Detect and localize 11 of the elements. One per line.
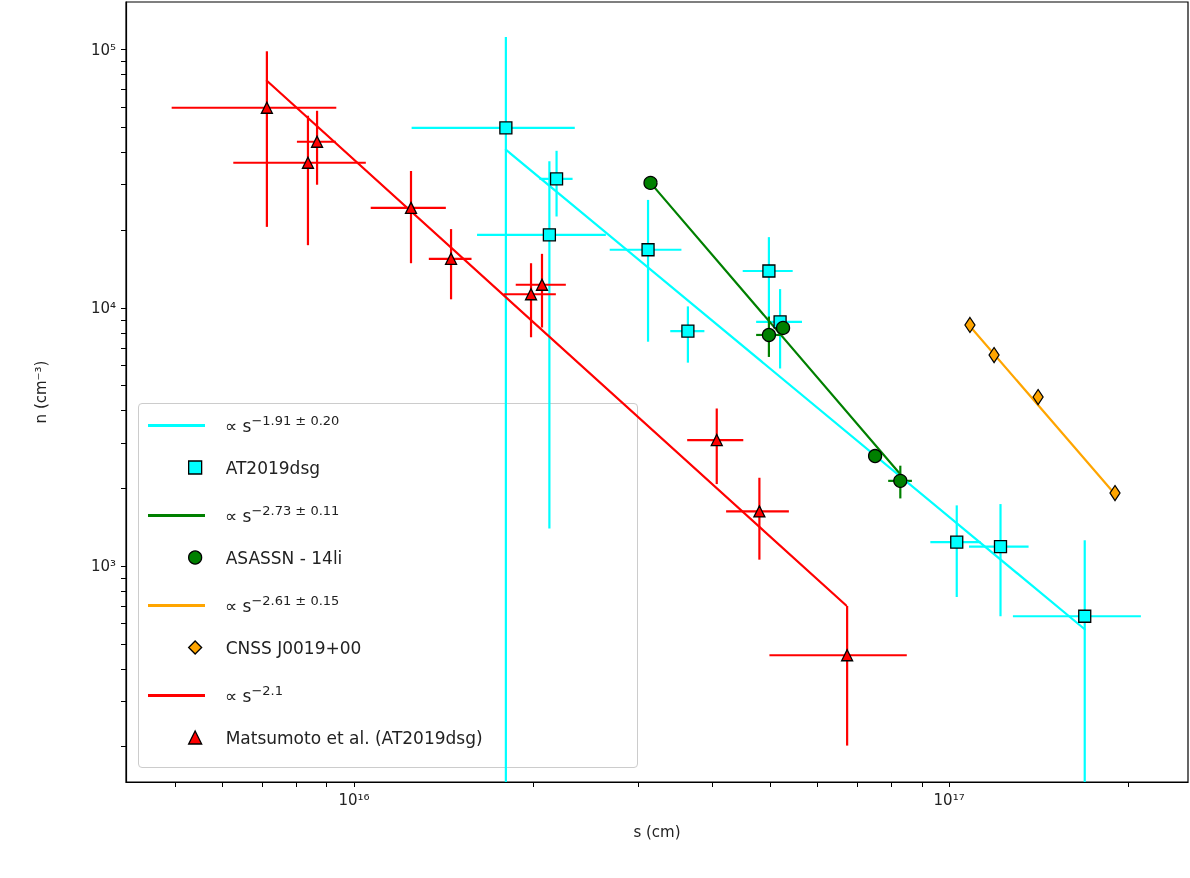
x-tick-label: 10¹⁶ bbox=[338, 790, 370, 809]
y-axis-title: n (cm⁻³) bbox=[31, 360, 50, 424]
legend-label: AT2019dsg bbox=[225, 457, 321, 478]
x-tick-label: 10¹⁷ bbox=[933, 790, 965, 809]
legend-label: CNSS J0019+00 bbox=[225, 637, 362, 658]
y-tick-label: 10³ bbox=[90, 557, 116, 576]
legend-label: Matsumoto et al. (AT2019dsg) bbox=[225, 727, 483, 748]
y-tick-label: 10⁵ bbox=[90, 40, 116, 59]
legend-label: ASASSN - 14li bbox=[225, 547, 343, 568]
y-tick-label: 10⁴ bbox=[90, 298, 116, 317]
x-axis-title: s (cm) bbox=[633, 822, 681, 841]
